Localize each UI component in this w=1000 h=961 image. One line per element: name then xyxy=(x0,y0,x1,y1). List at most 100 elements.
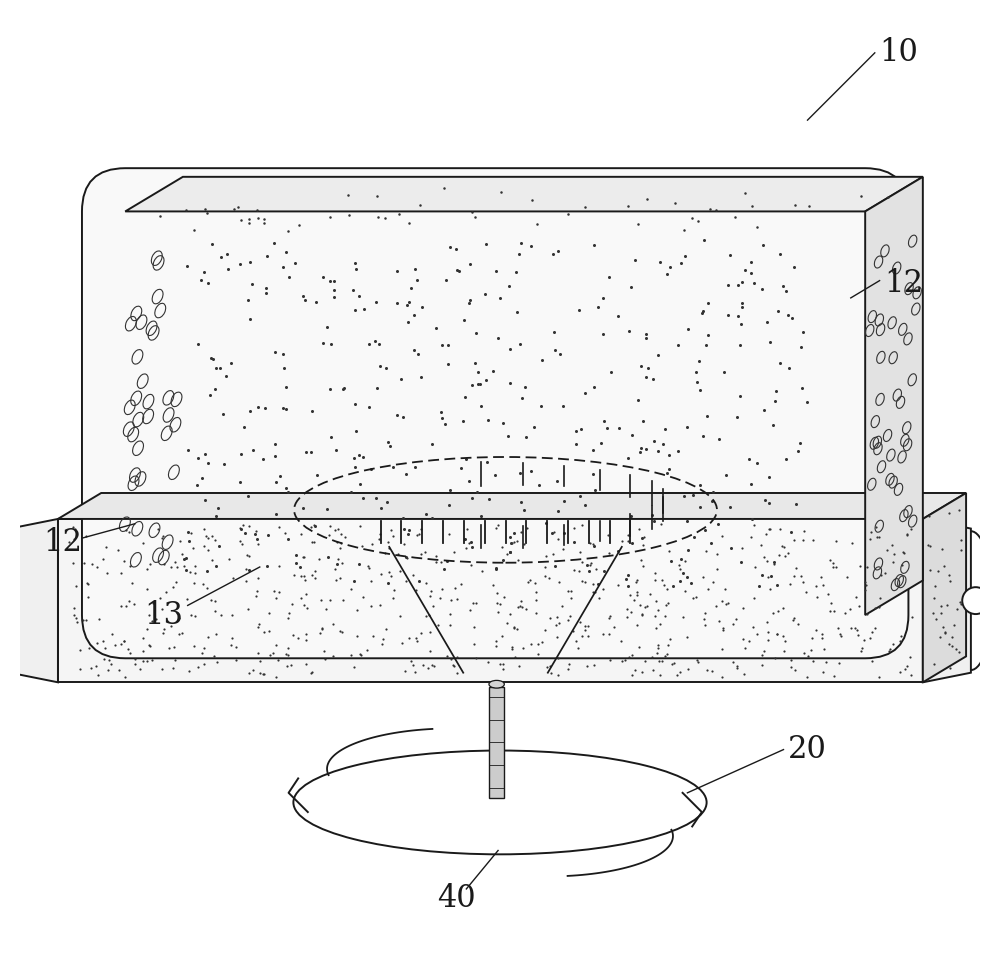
Point xyxy=(586,657,602,673)
Point xyxy=(537,568,553,583)
Point xyxy=(375,631,391,647)
Point xyxy=(842,602,858,617)
Point xyxy=(385,529,401,544)
Point xyxy=(582,557,598,573)
Point xyxy=(783,659,799,675)
Point xyxy=(714,669,730,684)
Point xyxy=(407,665,423,680)
Point xyxy=(95,552,111,567)
Point xyxy=(805,653,821,669)
Point xyxy=(560,661,576,677)
Point xyxy=(620,527,636,542)
Point xyxy=(168,574,184,589)
Point xyxy=(187,558,203,574)
Point xyxy=(303,665,319,680)
Point xyxy=(100,663,116,678)
Point xyxy=(409,528,425,543)
Point xyxy=(228,653,244,668)
Point xyxy=(385,590,401,605)
Point xyxy=(820,586,836,602)
Point xyxy=(171,627,187,642)
Point xyxy=(296,597,312,612)
Point xyxy=(804,630,820,646)
Point xyxy=(735,631,751,647)
Point xyxy=(856,632,872,648)
Point xyxy=(783,653,799,668)
Point xyxy=(390,547,406,562)
Point xyxy=(853,643,869,658)
Point xyxy=(775,600,791,615)
Point xyxy=(725,616,741,631)
Point xyxy=(110,542,126,557)
Point xyxy=(759,554,775,569)
Point xyxy=(832,626,848,641)
Point xyxy=(549,629,565,645)
Point xyxy=(392,608,408,624)
Point xyxy=(506,619,522,634)
Point xyxy=(317,651,333,666)
Point xyxy=(815,578,831,593)
Point xyxy=(595,627,611,642)
Point xyxy=(560,583,576,599)
Point xyxy=(847,620,863,635)
Point xyxy=(383,522,399,537)
Point xyxy=(851,599,867,614)
Point xyxy=(155,625,171,640)
Point xyxy=(509,621,525,636)
Point xyxy=(823,595,839,610)
Point xyxy=(121,524,137,539)
Point xyxy=(66,531,82,547)
Point xyxy=(867,620,883,635)
Point xyxy=(777,633,793,649)
Point xyxy=(786,610,802,626)
Point xyxy=(511,658,527,674)
Polygon shape xyxy=(58,493,966,519)
Polygon shape xyxy=(489,687,504,798)
Point xyxy=(689,653,705,668)
Point xyxy=(187,608,203,624)
Point xyxy=(468,596,484,611)
Point xyxy=(321,528,337,543)
Point xyxy=(647,572,663,587)
Point xyxy=(252,665,268,680)
Point xyxy=(381,564,397,579)
Point xyxy=(200,542,216,557)
Point xyxy=(629,573,645,588)
Point xyxy=(795,574,811,589)
Point xyxy=(677,583,693,599)
Point xyxy=(800,649,816,664)
Point xyxy=(209,654,225,670)
Point xyxy=(207,594,223,609)
Point xyxy=(591,591,607,606)
Point xyxy=(281,605,297,621)
Point xyxy=(329,534,345,550)
Point xyxy=(626,592,642,607)
Point xyxy=(428,549,444,564)
Point xyxy=(398,573,414,588)
Point xyxy=(798,584,814,600)
Point xyxy=(828,559,844,575)
Point xyxy=(714,594,730,609)
Point xyxy=(80,589,96,604)
Point xyxy=(903,521,919,536)
Point xyxy=(857,574,873,589)
Point xyxy=(534,634,550,650)
Point xyxy=(754,647,770,662)
Point xyxy=(186,638,202,653)
Point xyxy=(118,598,134,613)
Point xyxy=(542,611,558,627)
Point xyxy=(761,522,777,537)
Point xyxy=(747,559,763,575)
Point xyxy=(154,601,170,616)
Point xyxy=(280,640,296,655)
Point xyxy=(268,669,284,684)
Point xyxy=(423,583,439,599)
Point xyxy=(651,653,667,669)
Point xyxy=(266,583,282,599)
Point xyxy=(408,582,424,598)
Point xyxy=(139,653,155,668)
Point xyxy=(563,583,579,599)
Point xyxy=(232,533,248,549)
Point xyxy=(167,653,183,668)
Point xyxy=(826,604,842,619)
